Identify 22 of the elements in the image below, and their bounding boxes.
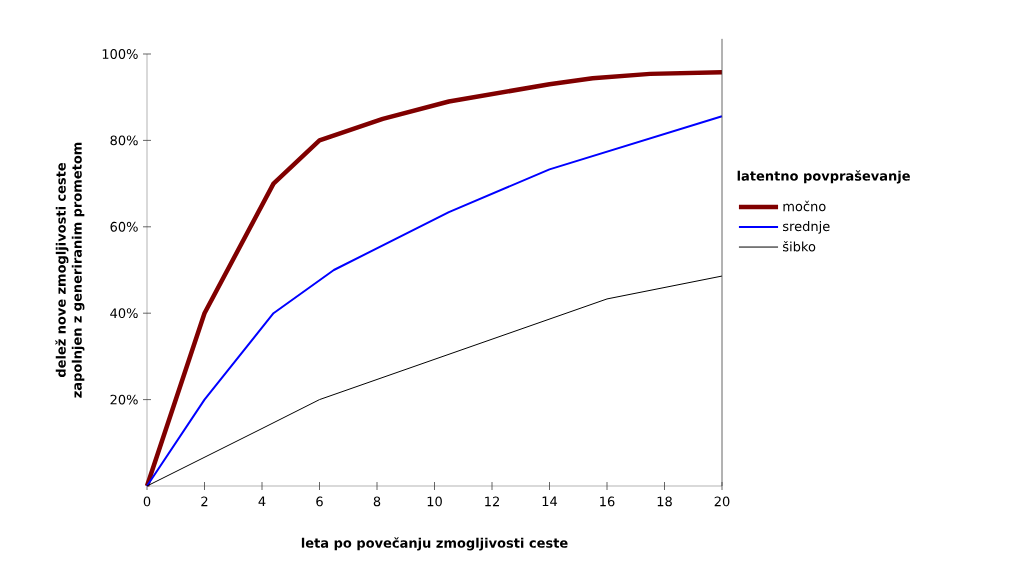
x-tick-label: 8 [373, 496, 381, 507]
x-axis-title: leta po povečanju zmogljivosti ceste [301, 537, 568, 551]
y-tick-label: 20% [110, 394, 138, 405]
x-tick-label: 14 [542, 496, 558, 507]
legend-label: močno [783, 200, 826, 212]
y-tick-label: 100% [102, 49, 138, 59]
x-tick-label: 10 [427, 496, 442, 507]
legend-label: srednje [782, 221, 830, 234]
legend-title: latentno povpraševanje [737, 170, 910, 184]
legend-label: šibko [782, 240, 816, 252]
y-tick-label: 60% [110, 221, 138, 232]
x-tick-label: 4 [258, 496, 266, 507]
x-tick-label: 0 [143, 496, 151, 507]
x-tick-label: 2 [201, 496, 208, 507]
x-tick-label: 12 [485, 496, 499, 507]
y-tick-label: 80% [110, 135, 138, 146]
x-tick-label: 20 [714, 496, 730, 507]
x-tick-label: 18 [657, 496, 672, 507]
x-tick-label: 16 [600, 496, 615, 507]
y-tick-label: 40% [110, 308, 138, 319]
x-tick-label: 6 [316, 496, 323, 507]
y-axis-title: delež nove zmogljivosti ceste zapolnjen z generiranim prometom [55, 142, 85, 398]
